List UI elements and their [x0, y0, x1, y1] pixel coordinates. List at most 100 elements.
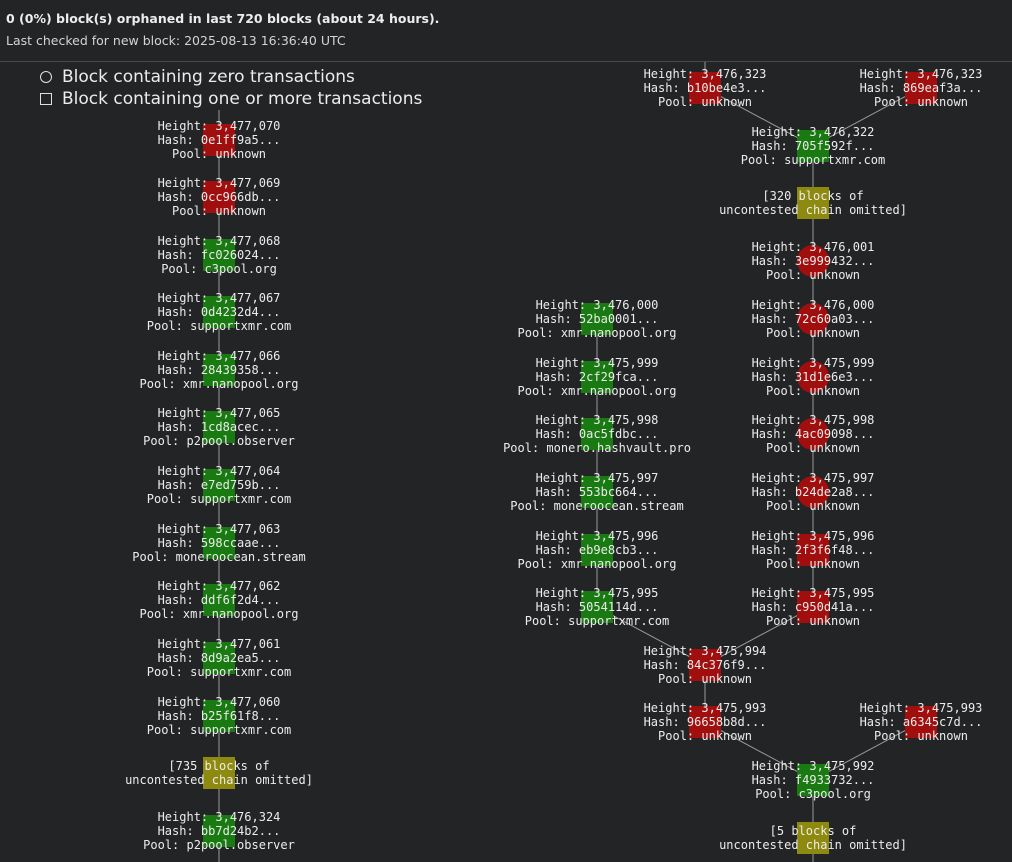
block-label-line: Pool: xmr.nanopool.org — [140, 607, 299, 621]
block-label-line: Hash: 2f3f6f48... — [752, 543, 875, 557]
block-label-line: Hash: 84c376f9... — [644, 658, 767, 672]
block-square-icon — [797, 591, 829, 623]
block-square-icon — [203, 584, 235, 616]
block-label-line: Height: 3,477,064 — [158, 464, 281, 478]
block-label-line: Hash: 0ac5fdbc... — [536, 427, 659, 441]
block-label-line: Height: 3,475,993 — [860, 701, 983, 715]
block-label-line: Height: 3,477,066 — [158, 349, 281, 363]
block-label-line: Hash: 0e1ff9a5... — [158, 133, 281, 147]
graph-edge — [812, 721, 922, 781]
block-label-line: Pool: unknown — [766, 268, 860, 282]
block-label-line: Hash: f4933732... — [752, 773, 875, 787]
block-label-line: Hash: fc026024... — [158, 248, 281, 262]
block-circle-icon — [797, 303, 829, 335]
block-label-line: Height: 3,475,997 — [536, 471, 659, 485]
block-square-icon — [797, 130, 829, 162]
block-label-line: Pool: unknown — [172, 147, 266, 161]
block-label-line: uncontested chain omitted] — [719, 838, 907, 852]
block-label-line: Pool: unknown — [658, 729, 752, 743]
block-label-line: uncontested chain omitted] — [719, 203, 907, 217]
block-square-icon — [581, 591, 613, 623]
block-label-line: Pool: unknown — [658, 95, 752, 109]
block-label-line: Hash: 3e999432... — [752, 254, 875, 268]
block-square-icon — [905, 706, 937, 738]
block-label-line: Pool: moneroocean.stream — [132, 550, 305, 564]
block-label-line: Pool: unknown — [874, 729, 968, 743]
block-label-line: Pool: supportxmr.com — [147, 492, 292, 506]
block-circle-icon — [797, 476, 829, 508]
block-label-line: Height: 3,476,001 — [752, 240, 875, 254]
block-label-line: Pool: p2pool.observer — [143, 434, 295, 448]
block-square-icon — [581, 361, 613, 393]
block-label-line: Pool: xmr.nanopool.org — [518, 557, 677, 571]
block-label-line: Pool: unknown — [658, 672, 752, 686]
block-label-line: Height: 3,476,000 — [536, 298, 659, 312]
block-square-icon — [797, 187, 829, 219]
block-label-line: Hash: 0cc966db... — [158, 190, 281, 204]
graph-edges — [218, 62, 922, 862]
block-label-line: Height: 3,476,000 — [752, 298, 875, 312]
block-square-icon — [689, 72, 721, 104]
block-label-line: Pool: supportxmr.com — [147, 665, 292, 679]
square-icon — [40, 93, 52, 105]
graph-edge — [596, 606, 706, 666]
block-label-line: Hash: 553bc664... — [536, 485, 659, 499]
block-square-icon — [797, 534, 829, 566]
block-label-line: Hash: 72c60a03... — [752, 312, 875, 326]
block-square-icon — [797, 822, 829, 854]
block-label-line: Hash: 4ac09098... — [752, 427, 875, 441]
block-label-line: Hash: 1cd8acec... — [158, 420, 281, 434]
block-label-line: Pool: unknown — [766, 326, 860, 340]
block-label-line: Height: 3,477,069 — [158, 176, 281, 190]
block-label-line: Pool: unknown — [766, 557, 860, 571]
block-square-icon — [203, 354, 235, 386]
block-label-line: Height: 3,477,061 — [158, 637, 281, 651]
block-label-line: Height: 3,475,998 — [752, 413, 875, 427]
block-label-line: Pool: unknown — [766, 384, 860, 398]
block-label-line: Height: 3,475,992 — [752, 759, 875, 773]
block-square-icon — [581, 418, 613, 450]
block-square-icon — [203, 642, 235, 674]
block-square-icon — [581, 534, 613, 566]
block-square-icon — [203, 527, 235, 559]
block-label-line: Hash: 869eaf3a... — [860, 81, 983, 95]
block-circle-icon — [797, 361, 829, 393]
block-square-icon — [203, 700, 235, 732]
block-label-line: Hash: 28439358... — [158, 363, 281, 377]
block-label-line: Pool: supportxmr.com — [741, 153, 886, 167]
block-label-line: Hash: b25f61f8... — [158, 709, 281, 723]
block-label-line: Height: 3,475,997 — [752, 471, 875, 485]
block-square-icon — [203, 757, 235, 789]
block-label-line: [320 blocks of — [762, 189, 863, 203]
block-label-line: Height: 3,477,068 — [158, 234, 281, 248]
block-square-icon — [203, 181, 235, 213]
block-label-line: Pool: unknown — [172, 204, 266, 218]
block-label-line: Pool: unknown — [874, 95, 968, 109]
block-circle-icon — [797, 245, 829, 277]
block-label-line: Height: 3,475,999 — [536, 356, 659, 370]
block-label-line: Pool: c3pool.org — [161, 262, 277, 276]
block-label-line: Hash: 705f592f... — [752, 139, 875, 153]
orphan-summary: 0 (0%) block(s) orphaned in last 720 blo… — [6, 11, 440, 26]
block-square-icon — [203, 411, 235, 443]
